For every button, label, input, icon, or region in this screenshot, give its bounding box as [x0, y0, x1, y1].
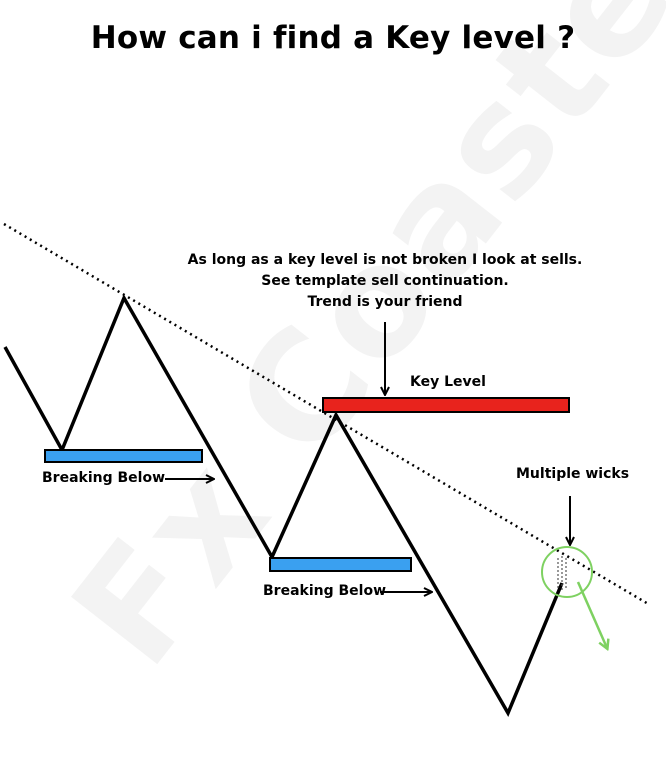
- trend-line: [3, 222, 651, 607]
- support-zone-1: [44, 449, 203, 463]
- key-level-label: Key Level: [410, 374, 486, 390]
- wick-highlight-circle: [541, 546, 593, 598]
- support-zone-2: [269, 557, 412, 572]
- wick-lines: [557, 556, 567, 592]
- multiple-wicks-label: Multiple wicks: [516, 466, 630, 482]
- price-path: [3, 294, 564, 717]
- breaking-below-label-1: Breaking Below: [42, 470, 166, 486]
- note-line-2: See template sell continuation.: [261, 273, 509, 289]
- breaking-below-label-2: Breaking Below: [263, 583, 387, 599]
- key-level-zone: [322, 397, 570, 413]
- page-title: How can i find a Key level ?: [90, 20, 576, 56]
- note-line-3: Trend is your friend: [307, 294, 463, 310]
- sell-continuation-arrow: [576, 581, 607, 648]
- key-level-note: As long as a key level is not broken I l…: [170, 250, 600, 313]
- note-line-1: As long as a key level is not broken I l…: [187, 252, 583, 268]
